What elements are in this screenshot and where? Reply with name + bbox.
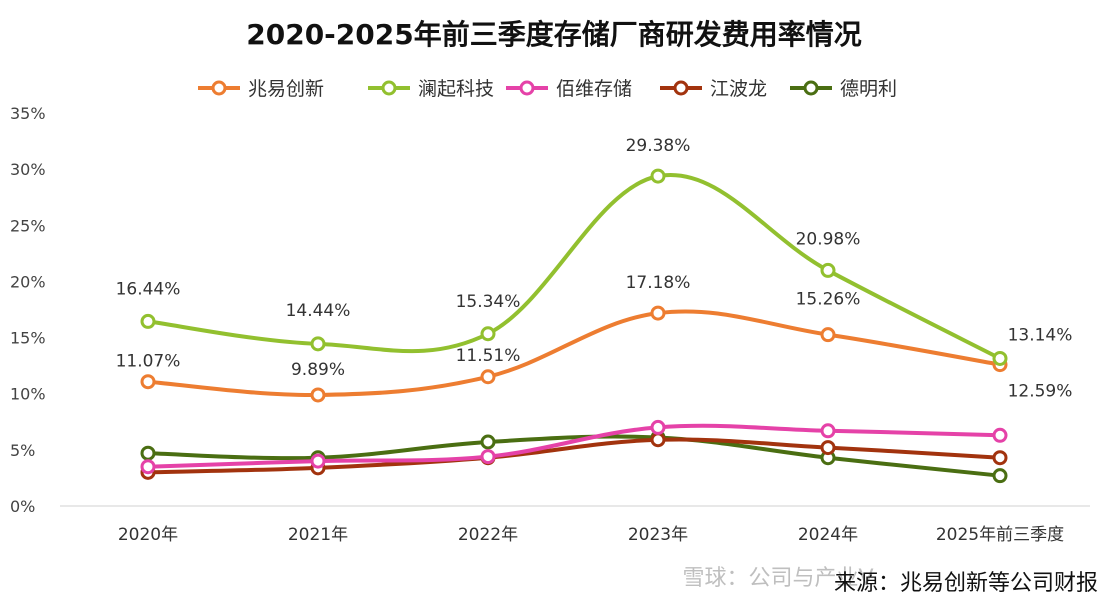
data-point xyxy=(140,445,156,461)
data-label: 13.14% xyxy=(1008,325,1073,345)
data-point xyxy=(140,313,156,329)
data-point xyxy=(480,449,496,465)
x-tick-label: 2023年 xyxy=(628,525,688,545)
legend-label: 澜起科技 xyxy=(418,78,494,100)
series-1 xyxy=(140,168,1008,366)
data-point xyxy=(140,374,156,390)
data-label: 15.34% xyxy=(456,292,521,312)
y-tick-label: 20% xyxy=(10,272,46,291)
y-tick-label: 5% xyxy=(10,441,35,460)
legend-swatch-marker xyxy=(803,80,819,96)
data-point xyxy=(480,434,496,450)
data-point xyxy=(992,427,1008,443)
legend-label: 德明利 xyxy=(840,78,897,100)
y-tick-label: 15% xyxy=(10,329,46,348)
x-tick-label: 2022年 xyxy=(458,525,518,545)
data-label: 20.98% xyxy=(796,229,861,249)
legend-item: 江波龙 xyxy=(660,78,767,100)
data-label: 9.89% xyxy=(291,360,345,380)
data-point xyxy=(820,262,836,278)
x-tick-label: 2021年 xyxy=(288,525,348,545)
axes: 0% 5% 10% 15% 20% 25% 30% 35% 2020年 2021年 2022年 202… xyxy=(10,104,1090,545)
chart-title: 2020-2025年前三季度存储厂商研发费用率情况 xyxy=(246,18,861,51)
series-line xyxy=(146,437,1002,475)
series-line xyxy=(146,172,1002,361)
data-point xyxy=(310,336,326,352)
data-point xyxy=(650,168,666,184)
data-label: 15.26% xyxy=(796,290,861,310)
series-4 xyxy=(140,430,1008,484)
data-point xyxy=(992,468,1008,484)
series-layer xyxy=(140,168,1008,484)
data-point xyxy=(992,450,1008,466)
series-line xyxy=(146,423,1002,469)
data-point xyxy=(820,327,836,343)
legend-label: 佰维存储 xyxy=(556,78,632,100)
data-point xyxy=(650,305,666,321)
watermark: 雪球：公司与产业V xyxy=(682,566,873,591)
data-point xyxy=(140,459,156,475)
data-point xyxy=(650,432,666,448)
data-point xyxy=(480,369,496,385)
source-note: 来源：兆易创新等公司财报 xyxy=(834,571,1098,596)
data-point xyxy=(820,440,836,456)
legend-item: 澜起科技 xyxy=(368,78,494,100)
legend-label: 兆易创新 xyxy=(248,78,324,100)
x-tick-label: 2024年 xyxy=(798,525,858,545)
data-label: 29.38% xyxy=(626,136,691,156)
data-label: 12.59% xyxy=(1008,382,1073,402)
data-label: 14.44% xyxy=(286,301,351,321)
y-tick-label: 35% xyxy=(10,104,46,123)
y-tick-label: 10% xyxy=(10,385,46,404)
data-label: 17.18% xyxy=(626,273,691,293)
legend-item: 德明利 xyxy=(790,78,897,100)
legend-label: 江波龙 xyxy=(710,78,767,100)
legend-item: 佰维存储 xyxy=(506,78,632,100)
data-label: 11.07% xyxy=(116,352,181,372)
data-point xyxy=(480,326,496,342)
x-tick-label: 2020年 xyxy=(118,525,178,545)
data-label: 16.44% xyxy=(116,279,181,299)
legend-swatch-marker xyxy=(519,80,535,96)
legend-swatch-marker xyxy=(211,80,227,96)
x-tick-label: 2025年前三季度 xyxy=(936,525,1064,545)
data-point xyxy=(992,350,1008,366)
y-tick-label: 30% xyxy=(10,160,46,179)
data-point xyxy=(650,419,666,435)
y-tick-label: 0% xyxy=(10,497,35,516)
data-point xyxy=(310,387,326,403)
series-2 xyxy=(140,419,1008,475)
legend-swatch-marker xyxy=(381,80,397,96)
data-labels: 11.07% 9.89% 11.51% 17.18% 15.26% 12.59% 16.44… xyxy=(116,136,1073,402)
data-label: 11.51% xyxy=(456,346,521,366)
data-point xyxy=(820,423,836,439)
series-line xyxy=(146,309,1002,397)
legend: 兆易创新 澜起科技 佰维存储 江波龙 德明利 xyxy=(198,78,897,100)
data-point xyxy=(310,453,326,469)
legend-item: 兆易创新 xyxy=(198,78,324,100)
series-line xyxy=(146,434,1002,478)
y-tick-label: 25% xyxy=(10,216,46,235)
legend-swatch-marker xyxy=(673,80,689,96)
series-0 xyxy=(140,305,1008,403)
